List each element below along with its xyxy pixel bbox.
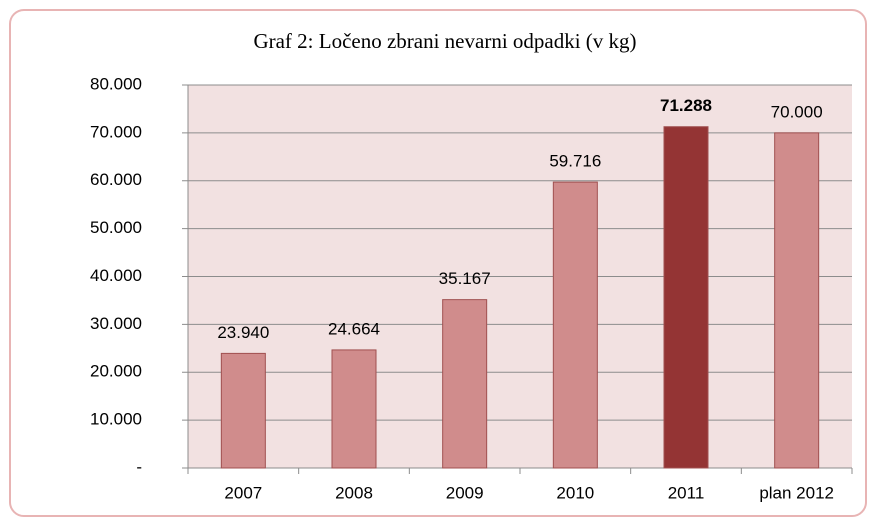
x-tick-label: 2011: [668, 483, 705, 502]
y-tick-label: 30.000: [90, 314, 142, 333]
data-label: 23.940: [217, 323, 269, 342]
data-label: 35.167: [439, 269, 491, 288]
y-tick-label: 80.000: [90, 74, 142, 93]
data-label: 71.288: [660, 96, 712, 115]
y-tick-label: 60.000: [90, 170, 142, 189]
y-tick-label: -: [136, 457, 142, 476]
y-tick-label: 40.000: [90, 266, 142, 285]
bar: [663, 126, 709, 469]
chart-title: Graf 2: Ločeno zbrani nevarni odpadki (v…: [253, 29, 636, 53]
bar: [552, 181, 598, 469]
x-tick-label: 2009: [446, 483, 484, 502]
x-tick-label: 2007: [224, 483, 262, 502]
data-label: 24.664: [328, 319, 380, 338]
y-tick-label: 20.000: [90, 362, 142, 381]
y-tick-label: 50.000: [90, 218, 142, 237]
y-tick-label: 10.000: [90, 410, 142, 429]
bar: [331, 349, 377, 469]
bar: [220, 352, 266, 469]
x-tick-label: plan 2012: [759, 483, 834, 502]
x-tick-label: 2010: [556, 483, 594, 502]
bar: [442, 299, 488, 469]
data-label: 70.000: [771, 102, 823, 121]
x-tick-label: 2008: [335, 483, 373, 502]
data-label: 59.716: [549, 152, 601, 171]
bar: [774, 132, 820, 469]
y-tick-label: 70.000: [90, 122, 142, 141]
